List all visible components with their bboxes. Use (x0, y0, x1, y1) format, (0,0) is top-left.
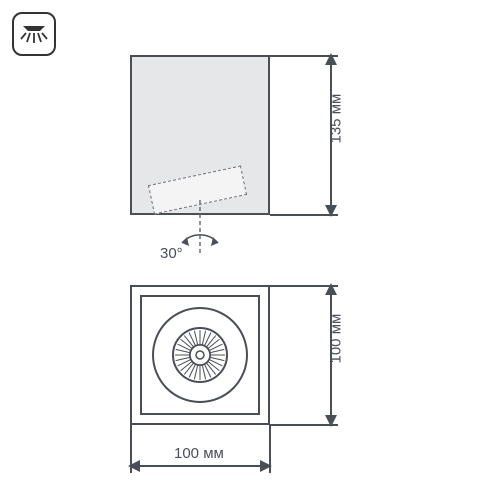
arrow-up (322, 53, 340, 67)
led-rays (172, 327, 228, 383)
dim-width-label: 100 мм (174, 445, 224, 462)
arrow-up (322, 283, 340, 297)
arrow-down (322, 203, 340, 217)
arrow-right (258, 457, 272, 475)
dim-width-line (130, 465, 270, 467)
angle-label: 30° (160, 245, 183, 262)
angle-indicator (100, 55, 400, 285)
dimension-diagram: 30° 135 мм (100, 55, 400, 475)
dim-height-label: 135 мм (328, 94, 345, 144)
arrow-left (128, 457, 142, 475)
fixture-type-icon-box (12, 12, 56, 56)
arrow-down (322, 413, 340, 427)
downlight-icon (19, 19, 49, 49)
dim-depth-label: 100 мм (328, 314, 345, 364)
